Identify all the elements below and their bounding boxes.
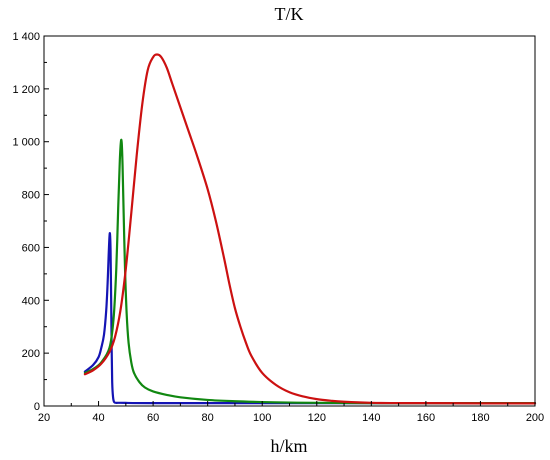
y-axis-ticks: 0 200 400 600 800 1 000 1 200 1 400 — [12, 31, 49, 413]
x-axis-label: h/km — [270, 436, 307, 456]
y-tick-label: 600 — [22, 242, 40, 254]
x-axis-ticks: 20 40 60 80 100 120 140 160 180 200 — [38, 401, 544, 424]
x-tick-label: 140 — [362, 412, 380, 424]
series-line-1 — [83, 232, 537, 405]
series-line-3 — [83, 53, 537, 405]
series-line-2 — [83, 138, 537, 405]
y-tick-label: 1 400 — [12, 31, 40, 43]
y-tick-label: 800 — [22, 190, 40, 202]
y-tick-label: 200 — [22, 348, 40, 360]
chart-title: T/K — [275, 4, 304, 24]
x-tick-label: 180 — [471, 412, 489, 424]
y-tick-label: 1 000 — [12, 137, 40, 149]
x-tick-label: 40 — [92, 412, 104, 424]
x-tick-label: 20 — [38, 412, 50, 424]
y-tick-label: 400 — [22, 295, 40, 307]
x-tick-label: 80 — [202, 412, 214, 424]
x-tick-label: 100 — [253, 412, 271, 424]
x-tick-label: 200 — [526, 412, 544, 424]
series-layer — [83, 53, 537, 405]
y-tick-label: 1 200 — [12, 84, 40, 96]
x-tick-label: 120 — [308, 412, 326, 424]
x-tick-label: 60 — [147, 412, 159, 424]
x-tick-label: 160 — [417, 412, 435, 424]
y-tick-label: 0 — [34, 401, 40, 413]
